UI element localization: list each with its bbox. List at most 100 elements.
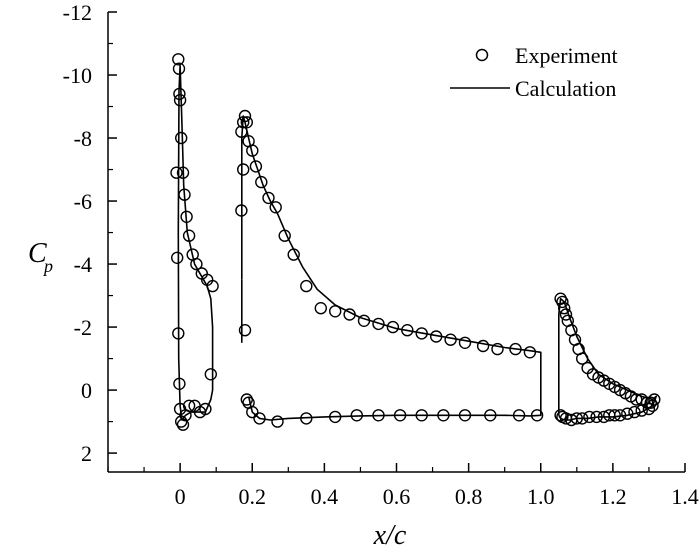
experiment-point (180, 210, 193, 224)
experiment-point (300, 412, 313, 425)
experiment-point (613, 409, 627, 422)
experiment-point (314, 302, 327, 315)
y-tick-label: 2 (81, 441, 92, 466)
y-tick-label: -4 (74, 252, 92, 277)
experiment-point (430, 330, 443, 343)
experiment-point (172, 62, 186, 75)
experiment-point (558, 302, 571, 315)
experiment-point (271, 415, 284, 428)
x-tick-label: 0.2 (239, 484, 267, 509)
experiment-point (238, 109, 252, 123)
x-axis-title: x/c (373, 520, 407, 550)
experiment-point (437, 409, 450, 422)
experiment-point (621, 407, 634, 420)
experiment-markers (170, 53, 661, 431)
experiment-point (343, 308, 356, 321)
experiment-point (509, 342, 522, 356)
experiment-point (570, 412, 583, 425)
experiment-point (238, 324, 252, 337)
x-tick-label: 0.4 (311, 484, 339, 509)
legend-calculation-label: Calculation (515, 76, 616, 101)
y-axis-title-sub: p (42, 256, 53, 276)
experiment-point (235, 204, 248, 217)
experiment-point (590, 410, 603, 424)
experiment-point (173, 377, 186, 390)
experiment-point (172, 327, 185, 340)
experiment-point (329, 410, 342, 424)
experiment-point (372, 317, 385, 331)
experiment-point (240, 116, 254, 129)
y-tick-label: -12 (63, 0, 92, 25)
experiment-point (350, 409, 363, 422)
experiment-point (415, 327, 428, 340)
experiment-point (206, 279, 219, 293)
calculation-line (177, 64, 214, 421)
experiment-point (176, 418, 190, 431)
y-tick-label: -8 (74, 126, 92, 151)
x-tick-label: 0.6 (383, 484, 411, 509)
experiment-point (512, 409, 526, 422)
experiment-point (236, 163, 250, 176)
experiment-point (174, 131, 188, 145)
experiment-point (393, 409, 407, 422)
experiment-point (253, 412, 266, 425)
experiment-point (530, 409, 544, 422)
experiment-point (235, 125, 248, 138)
experiment-point (269, 201, 282, 214)
x-tick-label: 0 (175, 484, 186, 509)
experiment-point (523, 346, 537, 359)
legend-experiment-label: Experiment (515, 43, 618, 68)
legend: Experiment Calculation (450, 43, 618, 101)
experiment-point (182, 229, 196, 242)
x-axis: 0 0.2 0.4 0.6 0.8 1.0 1.2 1.4 (107, 463, 699, 509)
experiment-point (559, 308, 573, 321)
experiment-point (190, 257, 203, 271)
y-axis: -12 -10 -8 -6 -4 -2 0 2 (63, 0, 117, 466)
experiment-point (173, 93, 187, 107)
y-tick-label: -2 (74, 315, 92, 340)
experiment-point (372, 409, 385, 422)
experiment-point (576, 352, 589, 365)
experiment-point (262, 191, 275, 205)
experiment-point (242, 396, 255, 409)
x-tick-label: 1.0 (527, 484, 555, 509)
experiment-point (576, 412, 589, 425)
experiment-point (401, 324, 414, 337)
y-tick-label: -10 (63, 63, 92, 88)
experiment-point (484, 409, 497, 422)
x-tick-label: 0.8 (455, 484, 483, 509)
experiment-point (583, 410, 596, 424)
experiment-point (628, 405, 641, 419)
x-tick-label: 1.4 (671, 484, 699, 509)
experiment-point (173, 87, 186, 101)
experiment-point (476, 339, 490, 353)
calculation-line (241, 115, 542, 421)
y-tick-label: -6 (74, 189, 92, 214)
experiment-point (170, 251, 184, 264)
legend-experiment-marker (475, 48, 489, 62)
experiment-point (287, 248, 300, 261)
experiment-point (357, 314, 371, 327)
experiment-point (458, 409, 472, 422)
experiment-point (458, 336, 472, 349)
experiment-point (176, 166, 190, 179)
experiment-point (246, 144, 259, 157)
experiment-point (608, 409, 621, 422)
experiment-point (444, 333, 457, 346)
experiment-point (199, 402, 212, 416)
experiment-point (635, 404, 648, 417)
experiment-point (300, 279, 313, 293)
experiment-point (172, 53, 185, 66)
experiment-point (556, 295, 569, 309)
experiment-point (255, 175, 268, 189)
y-axis-title-main: C (28, 238, 47, 269)
experiment-point (204, 368, 218, 381)
experiment-point (648, 393, 661, 406)
experiment-point (329, 305, 342, 318)
experiment-point (386, 320, 400, 334)
y-axis-title: C p (28, 238, 53, 276)
experiment-point (178, 188, 191, 201)
experiment-point (170, 166, 183, 179)
experiment-point (491, 342, 504, 356)
